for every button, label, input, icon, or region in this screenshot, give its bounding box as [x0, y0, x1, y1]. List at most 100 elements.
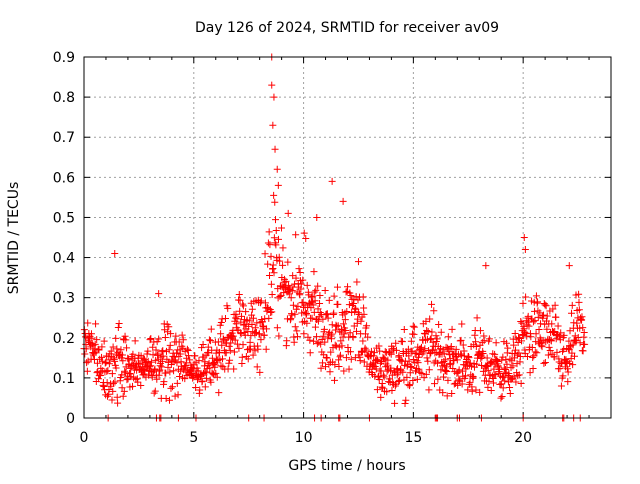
data-point: [235, 291, 243, 299]
x-axis-label: GPS time / hours: [288, 458, 405, 474]
data-point: [115, 320, 123, 328]
data-point: [437, 366, 445, 374]
data-point: [165, 396, 173, 404]
data-point: [517, 380, 525, 388]
data-point: [547, 337, 555, 345]
data-point: [279, 244, 287, 252]
data-point: [265, 228, 273, 236]
data-point: [558, 360, 566, 368]
data-point: [212, 369, 220, 377]
data-point: [387, 350, 395, 358]
data-point: [472, 338, 480, 346]
data-point: [244, 355, 252, 363]
data-point: [534, 313, 542, 321]
data-point: [370, 349, 378, 357]
data-point: [254, 345, 262, 353]
data-point: [483, 363, 491, 371]
data-point: [388, 386, 396, 394]
data-point: [119, 392, 127, 400]
data-point: [311, 288, 319, 296]
data-point: [335, 356, 343, 364]
data-point: [546, 347, 554, 355]
data-point: [380, 373, 388, 381]
data-point: [565, 262, 573, 270]
data-point: [339, 197, 347, 205]
data-point: [409, 322, 417, 330]
data-point: [155, 335, 163, 343]
data-point: [249, 351, 257, 359]
data-point: [324, 314, 332, 322]
data-point: [512, 378, 520, 386]
data-point: [360, 310, 368, 318]
data-point: [559, 372, 567, 380]
data-point: [562, 359, 570, 367]
data-point: [113, 345, 121, 353]
y-tick-label: 0.9: [53, 50, 75, 66]
data-point: [515, 349, 523, 357]
data-point: [268, 290, 276, 298]
data-point: [417, 343, 425, 351]
data-point: [166, 368, 174, 376]
data-point: [310, 268, 318, 276]
data-point: [526, 369, 534, 377]
data-point: [580, 329, 588, 337]
data-point: [233, 340, 241, 348]
data-point: [402, 396, 410, 404]
data-point: [306, 349, 314, 357]
data-point: [321, 338, 329, 346]
x-tick-label: 10: [295, 430, 313, 446]
y-tick-label: 0.5: [53, 210, 75, 226]
data-point: [532, 292, 540, 300]
data-point: [170, 353, 178, 361]
data-point: [383, 388, 391, 396]
data-point: [575, 290, 583, 298]
data-point: [162, 395, 170, 403]
data-point: [162, 369, 170, 377]
data-point: [342, 327, 350, 335]
data-point: [226, 356, 234, 364]
data-point: [377, 393, 385, 401]
data-point: [276, 292, 284, 300]
data-point: [457, 336, 465, 344]
data-point: [178, 331, 186, 339]
data-point: [302, 235, 310, 243]
data-point: [385, 375, 393, 383]
data-point: [362, 346, 370, 354]
data-point: [563, 365, 571, 373]
data-point: [167, 330, 175, 338]
data-point: [319, 359, 327, 367]
y-tick-label: 0.2: [53, 331, 75, 347]
data-point: [160, 378, 168, 386]
y-tick-label: 0.4: [53, 251, 75, 267]
data-point: [217, 362, 225, 370]
data-point: [262, 345, 270, 353]
data-point: [135, 359, 143, 367]
data-point: [343, 307, 351, 315]
data-points: [80, 53, 589, 422]
data-point: [221, 315, 229, 323]
data-point: [565, 337, 573, 345]
data-point: [144, 347, 152, 355]
data-point: [240, 321, 248, 329]
data-point: [424, 357, 432, 365]
data-point: [504, 344, 512, 352]
data-point: [540, 311, 548, 319]
data-point: [119, 357, 127, 365]
data-point: [331, 341, 339, 349]
data-point: [309, 301, 317, 309]
data-point: [188, 365, 196, 373]
data-point: [310, 308, 318, 316]
data-point: [515, 371, 523, 379]
data-point: [161, 334, 169, 342]
data-point: [168, 383, 176, 391]
data-point: [272, 227, 280, 235]
data-point: [359, 293, 367, 301]
data-point: [237, 330, 245, 338]
data-point: [230, 365, 238, 373]
data-point: [501, 377, 509, 385]
data-point: [492, 339, 500, 347]
data-point: [316, 299, 324, 307]
data-point: [498, 393, 506, 401]
data-point: [109, 343, 117, 351]
data-point: [568, 309, 576, 317]
